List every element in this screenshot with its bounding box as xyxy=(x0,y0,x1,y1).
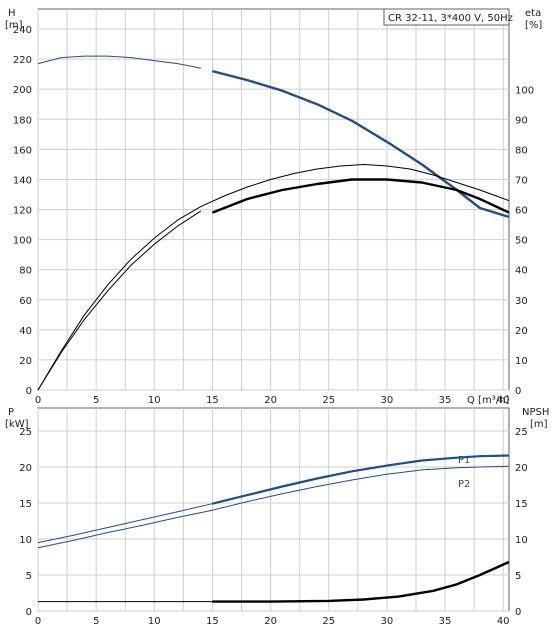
right-axis-tick-label: 10 xyxy=(515,535,528,546)
left-axis-tick-label: 240 xyxy=(13,25,32,36)
head-efficiency-curves xyxy=(37,55,510,391)
npsh-axis-label: NPSH xyxy=(522,407,549,418)
left-axis-tick-label: 140 xyxy=(13,175,32,186)
left-axis-tick-label: 180 xyxy=(13,115,32,126)
right-axis-tick-label: 0 xyxy=(515,607,521,618)
curve-series-3 xyxy=(37,164,510,391)
npsh-axis-unit: [m] xyxy=(530,419,548,430)
head-efficiency-tick-labels: 0204060801001201401601802002202400102030… xyxy=(13,25,534,406)
left-axis-tick-label: 60 xyxy=(19,296,32,307)
left-axis-tick-label: 15 xyxy=(19,499,32,510)
right-axis-tick-label: 80 xyxy=(515,145,528,156)
flow-axis-tick-label: 5 xyxy=(93,395,99,406)
left-axis-tick-label: 40 xyxy=(19,326,32,337)
right-axis-tick-label: 60 xyxy=(515,206,528,217)
right-axis-tick-label: 70 xyxy=(515,176,528,187)
left-axis-tick-label: 0 xyxy=(26,607,32,618)
curve-series-0 xyxy=(37,55,201,69)
right-axis-tick-label: 20 xyxy=(515,326,528,337)
right-axis-tick-label: 50 xyxy=(515,236,528,247)
power-npsh-grid xyxy=(37,408,509,612)
flow-axis-tick-label: 20 xyxy=(264,616,277,627)
right-axis-tick-label: 5 xyxy=(515,571,521,582)
right-axis-tick-label: 30 xyxy=(515,296,528,307)
left-axis-tick-label: 20 xyxy=(19,463,32,474)
right-axis-tick-label: 100 xyxy=(515,85,534,96)
flow-axis-tick-label: 15 xyxy=(206,616,219,627)
power-axis-label: P xyxy=(8,407,14,418)
flow-axis-tick-label: 35 xyxy=(439,395,452,406)
flow-axis-tick-label: 10 xyxy=(148,395,161,406)
flow-axis-tick-label: 15 xyxy=(206,395,219,406)
left-axis-tick-label: 10 xyxy=(19,535,32,546)
flow-axis-tick-label: 40 xyxy=(497,616,510,627)
p1-curve-label: P1 xyxy=(458,455,470,466)
flow-axis-tick-label: 0 xyxy=(35,395,41,406)
left-axis-tick-label: 200 xyxy=(13,85,32,96)
flow-axis-tick-label: 25 xyxy=(322,395,335,406)
left-axis-tick-label: 160 xyxy=(13,145,32,156)
curve-p1-duty xyxy=(212,454,510,505)
power-npsh-tick-labels: 0 5 10 15 20 25 0 5 10 15 20 25 0 5 10 15 20 25 30 35 40 xyxy=(19,427,527,627)
flow-axis-tick-label: 35 xyxy=(439,616,452,627)
curve-series-4 xyxy=(211,178,510,214)
head-efficiency-plot-frame xyxy=(37,8,510,391)
right-axis-tick-label: 15 xyxy=(515,499,528,510)
right-axis-tick-label: 0 xyxy=(515,386,521,397)
efficiency-axis-label: eta xyxy=(525,8,541,19)
left-axis-tick-label: 25 xyxy=(19,427,32,438)
right-axis-tick-label: 20 xyxy=(515,463,528,474)
flow-axis-tick-label: 40 xyxy=(497,395,510,406)
curve-series-1 xyxy=(37,465,510,549)
left-axis-tick-label: 220 xyxy=(13,55,32,66)
right-axis-tick-label: 10 xyxy=(515,356,528,367)
flow-axis-tick-label: 5 xyxy=(93,616,99,627)
flow-axis-tick-label: 0 xyxy=(35,616,41,627)
title-box xyxy=(383,8,510,26)
left-axis-tick-label: 5 xyxy=(26,571,32,582)
p2-curve-label: P2 xyxy=(458,479,470,490)
head-efficiency-grid xyxy=(37,9,509,391)
chart-title: CR 32-11, 3*400 V, 50Hz xyxy=(388,13,513,24)
power-npsh-plot-frame xyxy=(37,407,510,612)
left-axis-tick-label: 20 xyxy=(19,356,32,367)
power-npsh-curves xyxy=(37,454,510,603)
flow-axis-tick-label: 20 xyxy=(264,395,277,406)
flow-axis-tick-label: 30 xyxy=(381,616,394,627)
left-axis-tick-label: 100 xyxy=(13,236,32,247)
left-axis-tick-label: 0 xyxy=(26,386,32,397)
left-axis-tick-label: 80 xyxy=(19,266,32,277)
right-axis-tick-label: 25 xyxy=(515,427,528,438)
efficiency-axis-unit: [%] xyxy=(525,20,542,31)
flow-axis-tick-label: 10 xyxy=(148,616,161,627)
curve-series-3 xyxy=(212,560,510,603)
power-axis-unit: [kW] xyxy=(5,419,29,430)
head-axis-unit: [m] xyxy=(5,20,23,31)
head-axis-label: H xyxy=(8,8,16,19)
flow-axis-tick-label: 30 xyxy=(381,395,394,406)
flow-axis-label: Q [m³/h] xyxy=(467,395,509,406)
right-axis-tick-label: 40 xyxy=(515,266,528,277)
left-axis-tick-label: 120 xyxy=(13,206,32,217)
curve-series-1 xyxy=(212,69,510,219)
curve-series-2 xyxy=(37,210,202,391)
right-axis-tick-label: 90 xyxy=(515,115,528,126)
flow-axis-tick-label: 25 xyxy=(322,616,335,627)
